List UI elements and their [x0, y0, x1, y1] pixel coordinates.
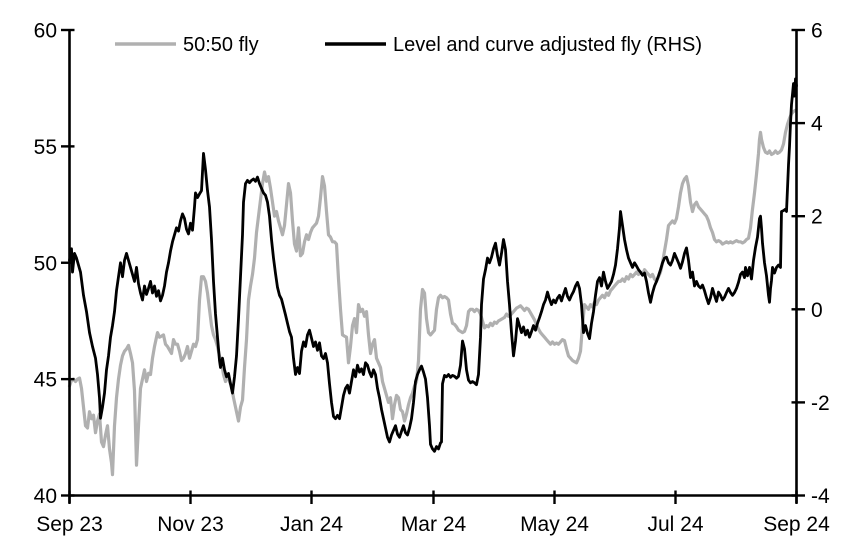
y-axis-left-tick-label: 45: [34, 369, 57, 392]
y-axis-right-tick-label: 6: [811, 20, 823, 43]
series-line-level-and-curve-adjusted-fly-rhs-: [68, 77, 798, 453]
series-line-50-50-fly: [67, 108, 798, 477]
y-axis-right-tick-label: 2: [811, 206, 823, 229]
y-axis-right-tick-label: 0: [811, 299, 823, 322]
x-axis-tick-label: Mar 24: [401, 513, 467, 536]
series-layer: [67, 77, 798, 477]
x-axis-tick-label: Nov 23: [157, 513, 224, 536]
axis-layer: 40 45 50 55 60 -4 -2 0 2 4 6 Sep 23 Nov 23 Jan 24 Mar …: [34, 20, 830, 537]
y-axis-left-tick-label: 50: [34, 252, 57, 275]
y-axis-right-tick-label: -4: [811, 485, 830, 508]
legend: 50:50 fly Level and curve adjusted fly (…: [115, 34, 702, 56]
y-axis-left-tick-label: 60: [34, 20, 57, 43]
y-axis-right-tick-label: -2: [811, 392, 830, 415]
legend-label-level-curve-adjusted-fly: Level and curve adjusted fly (RHS): [393, 34, 702, 56]
legend-label-5050-fly: 50:50 fly: [183, 34, 259, 56]
x-axis-tick-label: Jan 24: [280, 513, 343, 536]
y-axis-left-tick-label: 40: [34, 485, 57, 508]
x-axis-tick-label: Sep 23: [36, 513, 103, 536]
y-axis-left-tick-label: 55: [34, 136, 57, 159]
x-axis-tick-label: Jul 24: [647, 513, 703, 536]
y-axis-right-tick-label: 4: [811, 113, 823, 136]
x-axis-tick-label: Sep 24: [763, 513, 830, 536]
x-axis-tick-label: May 24: [520, 513, 589, 536]
